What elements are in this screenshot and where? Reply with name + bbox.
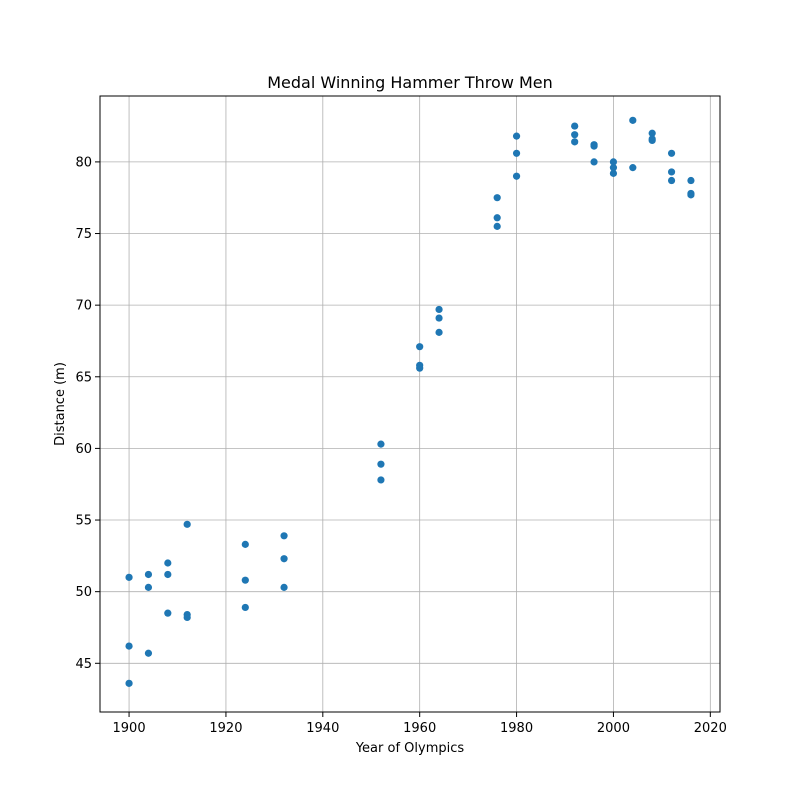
data-point (183, 613, 191, 622)
data-point (241, 603, 249, 612)
data-point (435, 314, 443, 322)
data-point (377, 460, 385, 468)
y-tick-label: 75 (75, 227, 92, 242)
data-point (667, 176, 676, 185)
data-point (377, 476, 385, 484)
data-point (609, 164, 618, 172)
x-tick-label: 1960 (403, 721, 436, 736)
data-point (667, 149, 676, 157)
data-point (648, 136, 656, 145)
x-tick-label: 1980 (500, 721, 533, 736)
data-point (687, 176, 695, 185)
data-point (183, 520, 191, 528)
data-point (609, 158, 618, 166)
data-point (280, 583, 288, 591)
x-tick-label: 1920 (209, 721, 242, 736)
y-axis-title: Distance (m) (53, 362, 68, 446)
x-axis-title: Year of Olympics (355, 741, 465, 756)
data-point (144, 583, 153, 591)
y-tick-label: 60 (75, 442, 92, 457)
data-point (241, 540, 249, 548)
y-tick-label: 70 (75, 299, 92, 314)
data-point (512, 132, 521, 140)
x-tick-label: 1900 (113, 721, 146, 736)
chart-title: Medal Winning Hammer Throw Men (267, 73, 553, 92)
data-point (125, 573, 133, 581)
data-point (164, 609, 172, 617)
data-points (125, 116, 695, 687)
data-point (629, 116, 637, 124)
data-point (512, 172, 521, 180)
data-point (164, 570, 172, 579)
data-point (435, 305, 443, 314)
data-point (125, 642, 133, 650)
x-tick-label: 2000 (597, 721, 630, 736)
y-tick-label: 45 (75, 657, 92, 672)
data-point (241, 576, 249, 584)
data-point (144, 570, 153, 579)
data-point (571, 122, 579, 130)
data-point (648, 129, 656, 137)
data-point (493, 194, 501, 202)
data-point (590, 142, 598, 150)
data-point (571, 131, 579, 139)
data-point (144, 649, 153, 657)
data-point (435, 328, 443, 336)
y-tick-label: 65 (75, 370, 92, 385)
data-point (164, 559, 172, 567)
data-point (493, 214, 501, 222)
data-point (377, 440, 385, 448)
data-point (416, 343, 424, 351)
data-point (609, 169, 618, 177)
data-point (590, 158, 598, 166)
grid-lines (100, 96, 720, 712)
data-point (280, 555, 288, 563)
y-tick-label: 50 (75, 585, 92, 600)
x-tick-label: 2020 (694, 721, 727, 736)
data-point (512, 149, 521, 157)
plot-area-frame (99, 95, 721, 713)
data-point (125, 679, 133, 687)
axis-ticks: 1900 1920 1940 1960 1980 2000 2020 45 50 55 60 65 70… (75, 155, 726, 736)
y-tick-label: 55 (75, 514, 92, 529)
data-point (493, 222, 501, 230)
data-point (629, 164, 637, 172)
data-point (571, 138, 579, 146)
x-tick-label: 1940 (306, 721, 339, 736)
y-tick-label: 80 (75, 155, 92, 170)
data-point (687, 191, 695, 199)
data-point (416, 364, 424, 372)
data-point (667, 168, 676, 176)
data-point (280, 532, 288, 540)
